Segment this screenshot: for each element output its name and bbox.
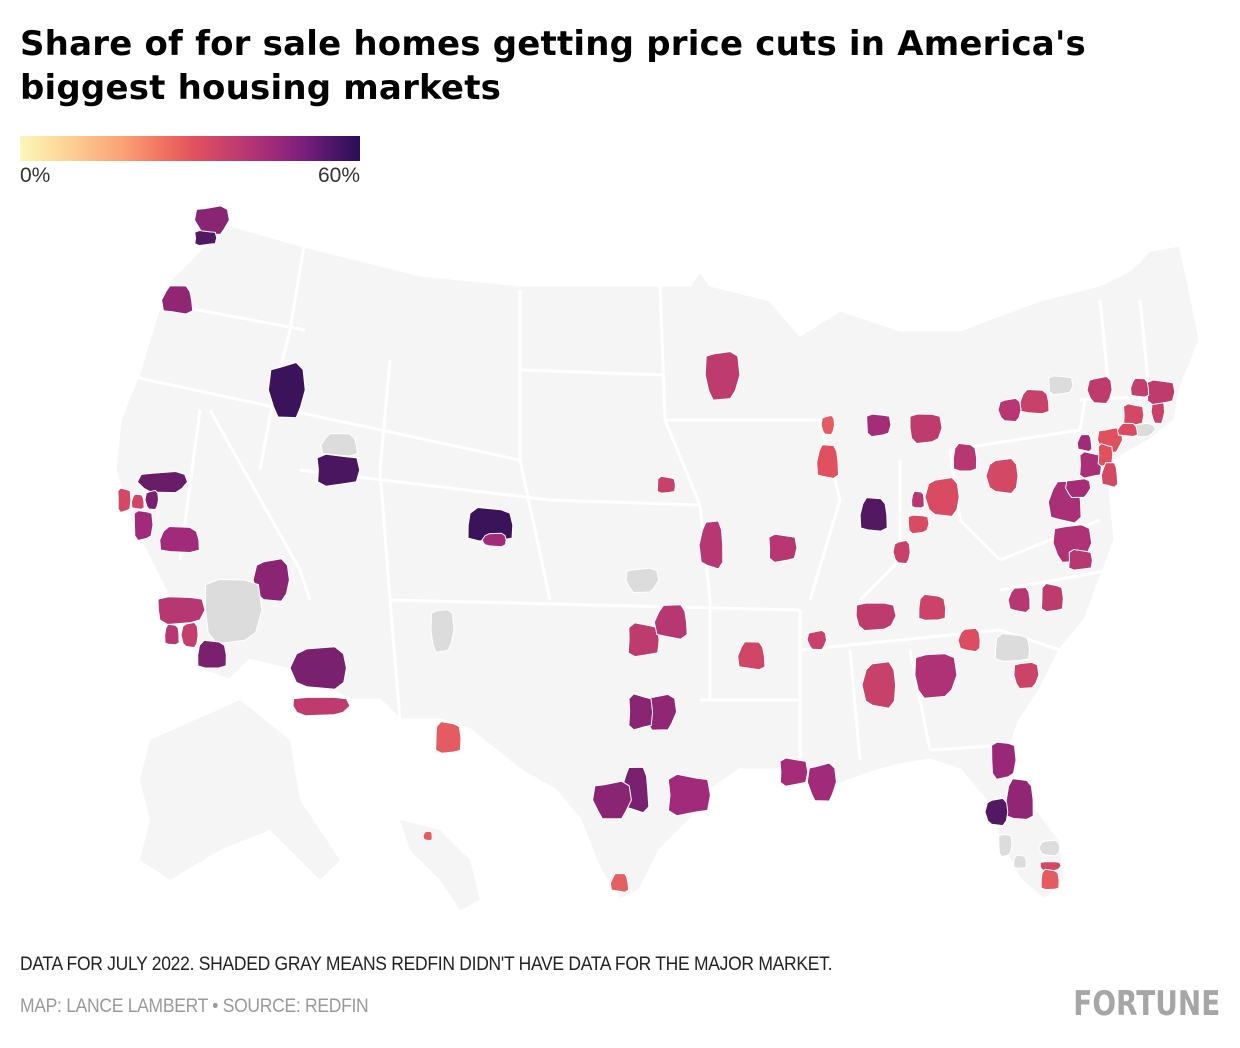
market-seattle: Seattle: 48%	[193, 205, 230, 235]
market-albany: Albany: 38%	[1086, 375, 1113, 405]
market-louisville: Louisville: 36%	[892, 539, 911, 565]
market-new-orleans: New Orleans: 45%	[806, 762, 837, 802]
market-rochester: Rochester: 36%	[1019, 388, 1050, 415]
market-jacksonville: Jacksonville: 46%	[991, 741, 1017, 780]
market-greenville: Greenville: 31%	[957, 627, 981, 653]
market-new-haven: New Haven: 32%	[1116, 422, 1139, 438]
market-north-port: North Port: no data	[998, 833, 1013, 858]
market-indianapolis: Indianapolis: 55%	[859, 497, 888, 532]
market-los-angeles: Los Angeles: 40%	[157, 596, 206, 626]
market-dayton: Dayton: 40%	[911, 490, 925, 509]
market-virginia-beach: Virginia Beach: 40%	[1068, 548, 1093, 571]
market-colorado-springs: Colorado Springs: 45%	[481, 532, 507, 548]
market-orlando: Orlando: 47%	[1005, 778, 1034, 820]
market-madison: Madison: 44%	[866, 413, 892, 438]
market-philadelphia: Philadelphia: 43%	[1079, 451, 1103, 479]
markets-layer: Seattle: 48%Tacoma: 55% Portland: 47% Bois…	[117, 205, 1176, 893]
market-fresno: Fresno: 45%	[159, 525, 200, 554]
market-ogden: Ogden: no data	[320, 432, 358, 457]
market-anaheim: Anaheim: 37%	[180, 621, 199, 649]
market-baltimore: Baltimore: 44%	[1065, 478, 1092, 499]
market-albuquerque: Albuquerque: no data	[430, 609, 455, 653]
market-houston: Houston: 45%	[667, 773, 711, 817]
market-san-jose: San Jose: 45%	[133, 510, 154, 542]
market-salt-lake-city: Salt Lake City: 56%	[316, 453, 361, 487]
market-san-antonio: San Antonio: 48%	[592, 780, 632, 820]
market-little-rock: Little Rock: 34%	[737, 641, 766, 671]
market-birmingham: Birmingham: 36%	[861, 661, 897, 709]
market-oakland: Oakland: 34%	[130, 493, 145, 510]
us-map: Seattle: 48%Tacoma: 55% Portland: 47% Bois…	[113, 205, 1202, 910]
market-milwaukee: Milwaukee: 28%	[820, 414, 836, 436]
market-stockton: Stockton: 50%	[144, 489, 160, 511]
market-nashville: Nashville: 38%	[855, 602, 897, 632]
market-sacramento: Sacramento: 52%	[136, 470, 189, 494]
market-fort-worth: Fort Worth: 48%	[628, 693, 654, 731]
legend-min-label: 0%	[20, 164, 51, 187]
market-hartford: Hartford: 33%	[1122, 403, 1145, 427]
market-el-paso: El Paso: 28%	[435, 721, 462, 754]
market-memphis: Memphis: 36%	[806, 629, 828, 651]
market-chicago: Chicago: 30%	[816, 444, 840, 479]
legend-gradient-bar	[20, 136, 360, 161]
market-tampa: Tampa: 55%	[984, 797, 1009, 827]
fortune-logo: FORTUNE	[1073, 984, 1220, 1024]
market-portland: Portland: 47%	[161, 285, 194, 315]
footnote: DATA FOR JULY 2022. SHADED GRAY MEANS RE…	[20, 954, 833, 975]
market-detroit: Detroit: 38%	[909, 413, 943, 445]
color-legend: 0% 60%	[20, 136, 360, 188]
chart-title: Share of for sale homes getting price cu…	[20, 24, 1086, 108]
alaska-land	[140, 700, 340, 880]
market-riverside: Riverside: no data	[204, 578, 263, 645]
credit-line: MAP: LANCE LAMBERT • SOURCE: REDFIN	[20, 996, 369, 1017]
market-miami: Miami: 28%	[1040, 868, 1060, 891]
market-cincinnati: Cincinnati: 32%	[907, 514, 930, 535]
legend-max-label: 60%	[317, 164, 360, 187]
market-kansas-city: Kansas City: 40%	[698, 520, 724, 570]
market-st-louis: St. Louis: 40%	[768, 533, 798, 563]
market-tulsa: Tulsa: 40%	[653, 604, 688, 640]
market-cleveland: Cleveland: 40%	[952, 442, 978, 472]
market-san-diego: San Diego: 50%	[197, 639, 227, 669]
market-oxnard: Oxnard: 40%	[164, 623, 180, 646]
market-charlotte: Charlotte: no data	[994, 632, 1031, 662]
market-boise: Boise: 58%	[267, 361, 306, 419]
market-phoenix: Phoenix: 50%	[289, 646, 347, 690]
market-honolulu: Honolulu: 28%	[422, 830, 433, 842]
market-syracuse: Syracuse: no data	[1048, 375, 1074, 396]
market-atlanta: Atlanta: 42%	[914, 653, 958, 699]
market-fort-lauderdale: Fort Lauderdale: 33%	[1039, 861, 1062, 872]
market-columbia: Columbia: 35%	[1013, 661, 1040, 690]
market-oklahoma-city: Oklahoma City: 38%	[627, 622, 660, 658]
market-raleigh: Raleigh: 38%	[1040, 582, 1064, 613]
market-worcester: Worcester: 37%	[1130, 377, 1150, 398]
market-cape-coral: Cape Coral: no data	[1013, 854, 1027, 869]
hawaii-land	[400, 820, 480, 910]
market-san-francisco: San Francisco: 33%	[117, 487, 132, 514]
market-columbus: Columbus: 32%	[924, 477, 960, 517]
market-pittsburgh: Pittsburgh: 33%	[985, 457, 1019, 495]
market-wichita: Wichita: no data	[625, 567, 660, 594]
market-boston: Boston: 38%	[1146, 379, 1176, 406]
market-buffalo: Buffalo: 40%	[997, 397, 1022, 423]
market-tacoma: Tacoma: 55%	[194, 229, 218, 247]
market-knoxville: Knoxville: 35%	[918, 593, 947, 621]
market-tucson: Tucson: 38%	[292, 696, 351, 717]
market-omaha: Omaha: 36%	[656, 475, 676, 494]
market-las-vegas: Las Vegas: 48%	[252, 558, 290, 602]
market-minneapolis: Minneapolis: 38%	[704, 351, 741, 401]
market-allentown: Allentown: 45%	[1076, 433, 1093, 453]
market-baton-rouge: Baton Rouge: 44%	[779, 757, 809, 787]
market-mcallen: McAllen: 27%	[609, 872, 630, 893]
land-layer	[113, 223, 1202, 910]
market-west-palm-beach: West Palm Beach: no data	[1038, 839, 1061, 857]
market-greensboro: Greensboro: 40%	[1007, 586, 1031, 614]
market-new-brunswick: New Brunswick: 33%	[1100, 462, 1119, 488]
